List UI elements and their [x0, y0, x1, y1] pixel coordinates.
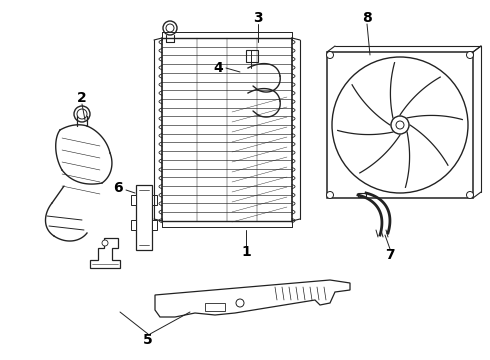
Circle shape: [396, 121, 404, 129]
Circle shape: [102, 240, 108, 246]
Text: 5: 5: [143, 333, 153, 347]
Bar: [131, 195, 136, 205]
Circle shape: [236, 299, 244, 307]
Circle shape: [326, 192, 334, 198]
Circle shape: [163, 21, 177, 35]
Bar: [152, 195, 157, 205]
Text: 3: 3: [253, 11, 263, 25]
Text: 7: 7: [385, 248, 395, 262]
Circle shape: [466, 192, 473, 198]
Circle shape: [166, 24, 174, 32]
Circle shape: [466, 51, 473, 59]
Text: 8: 8: [362, 11, 372, 25]
Polygon shape: [155, 280, 350, 317]
Bar: [327, 52, 473, 198]
Text: 6: 6: [113, 181, 123, 195]
Circle shape: [332, 57, 468, 193]
Bar: [246, 50, 258, 62]
Bar: [152, 220, 157, 230]
Text: 4: 4: [213, 61, 223, 75]
Polygon shape: [90, 238, 120, 268]
Bar: [136, 185, 152, 250]
Text: 1: 1: [241, 245, 251, 259]
Text: 2: 2: [77, 91, 87, 105]
Bar: [205, 303, 225, 311]
Bar: [131, 220, 136, 230]
Circle shape: [326, 51, 334, 59]
Polygon shape: [358, 193, 366, 197]
Circle shape: [391, 116, 409, 134]
Circle shape: [77, 109, 87, 119]
Circle shape: [74, 106, 90, 122]
